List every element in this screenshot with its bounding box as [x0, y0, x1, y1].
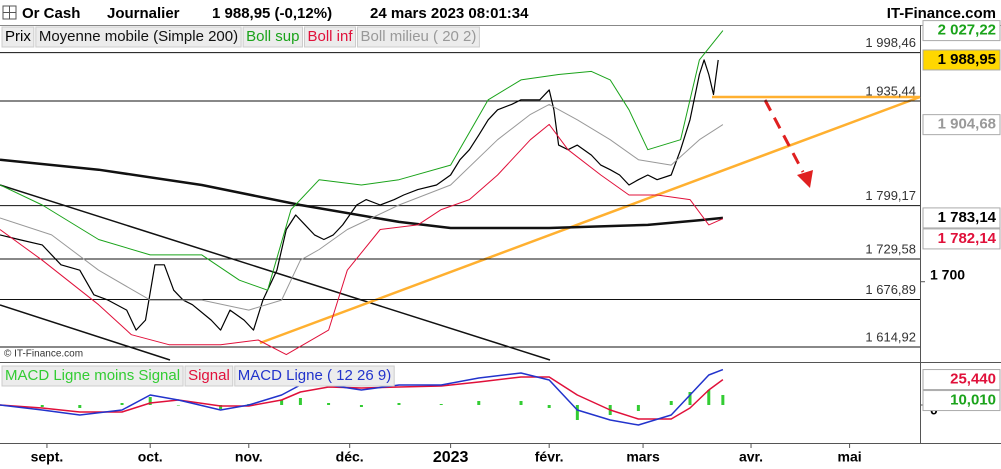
- level-label: 1 935,44: [865, 83, 916, 98]
- series-line: [0, 59, 719, 331]
- histogram-bar: [477, 401, 481, 405]
- x-tick-label: févr.: [535, 449, 564, 465]
- price-badge: [922, 390, 1001, 412]
- histogram-bar: [298, 398, 302, 405]
- price-badge-label: 25,440: [950, 371, 996, 388]
- legend-bg: [234, 365, 395, 387]
- price-badge-label: 10,010: [950, 392, 996, 409]
- legend-entry: Moyenne mobile (Simple 200): [39, 28, 238, 45]
- level-label: 1 676,89: [865, 282, 916, 297]
- x-tick-label: oct.: [138, 449, 163, 465]
- histogram-bar: [688, 392, 692, 405]
- histogram-bar: [148, 397, 152, 405]
- histogram-bar: [219, 405, 223, 409]
- y-tick-label: 1 700: [930, 266, 965, 282]
- price-badge: [922, 207, 1001, 229]
- brand: IT-Finance.com: [887, 5, 996, 22]
- legend-entry: Prix: [5, 28, 31, 45]
- legend-bg: [242, 26, 303, 48]
- histogram-bar: [575, 405, 579, 420]
- price-badge: [922, 114, 1001, 136]
- histogram-bar: [327, 403, 331, 405]
- price-badge: [922, 20, 1001, 42]
- level-label: 1 998,46: [865, 35, 916, 50]
- series-line: [0, 123, 724, 356]
- legend-entry: Boll milieu ( 20 2): [361, 28, 477, 45]
- x-tick-label: 2023: [433, 449, 469, 466]
- legend-entry: MACD Ligne moins Signal: [5, 367, 180, 384]
- histogram-bar: [519, 401, 523, 405]
- x-tick-label: mai: [838, 449, 862, 465]
- histogram-bar: [359, 405, 363, 407]
- histogram-bar: [120, 403, 124, 405]
- legend-entry: Signal: [188, 367, 230, 384]
- x-tick-label: déc.: [336, 449, 364, 465]
- histogram-bar: [707, 390, 711, 405]
- legend-entry: Boll inf: [307, 28, 353, 45]
- legend-bg: [35, 26, 242, 48]
- x-tick-label: nov.: [235, 449, 263, 465]
- legend-entry: Boll sup: [246, 28, 299, 45]
- histogram-bar: [547, 405, 551, 408]
- price-badge: [922, 369, 1001, 391]
- quote: 1 988,95 (-0,12%): [212, 5, 332, 22]
- histogram-bar: [439, 404, 443, 405]
- histogram-bar: [636, 405, 640, 411]
- level-label: 1 729,58: [865, 241, 916, 256]
- legend-bg: [1, 365, 184, 387]
- legend-bg: [184, 365, 234, 387]
- histogram-bar: [397, 403, 401, 405]
- series-line: [0, 103, 724, 311]
- x-tick-label: sept.: [31, 449, 64, 465]
- legend-bg: [1, 26, 35, 48]
- price-badge-label: 1 904,68: [938, 116, 996, 133]
- series-line: [0, 30, 724, 291]
- instrument: Or Cash: [22, 5, 80, 22]
- histogram-bar: [669, 401, 673, 405]
- price-badge: [922, 228, 1001, 250]
- price-badge-label: 1 988,95: [938, 51, 996, 68]
- histogram-bar: [40, 405, 44, 407]
- histogram-bar: [78, 405, 82, 408]
- histogram-bar: [176, 405, 180, 406]
- legend-bg: [303, 26, 357, 48]
- legend-entry: MACD Ligne ( 12 26 9): [238, 367, 391, 384]
- histogram-bar: [280, 400, 284, 405]
- price-badge-label: 1 782,14: [938, 230, 997, 247]
- level-label: 1 799,17: [865, 188, 916, 203]
- x-tick-label: mars: [626, 449, 660, 465]
- level-label: 1 614,92: [865, 329, 916, 344]
- price-badge-label: 1 783,14: [938, 209, 997, 226]
- series-line: [0, 158, 724, 230]
- period: Journalier: [107, 5, 180, 22]
- legend-bg: [357, 26, 480, 48]
- series-line: [0, 368, 724, 426]
- price-badge: [922, 49, 1001, 71]
- drawings: [0, 95, 921, 361]
- x-tick-label: avr.: [739, 449, 763, 465]
- watermark: © IT-Finance.com: [4, 349, 83, 360]
- histogram-bar: [721, 394, 725, 405]
- price-badge-label: 2 027,22: [938, 22, 996, 39]
- header-icon: [2, 5, 17, 20]
- datetime: 24 mars 2023 08:01:34: [370, 5, 529, 22]
